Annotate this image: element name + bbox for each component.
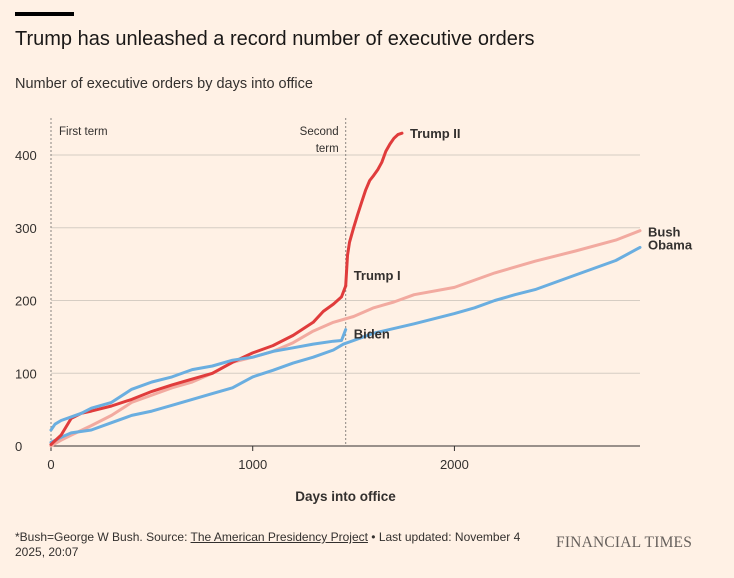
second-term-label-line1: Second <box>300 126 339 138</box>
series-label-trump-i: Trump I <box>354 268 401 283</box>
footnote-prefix: *Bush=George W Bush. Source: <box>15 530 191 544</box>
series-label-biden: Biden <box>354 327 390 342</box>
series-label-bush: Bush <box>648 225 681 240</box>
y-tick-label: 200 <box>15 294 37 309</box>
series-line-trump-ii <box>344 131 404 288</box>
x-tick-label: 0 <box>47 457 54 472</box>
chart-subtitle: Number of executive orders by days into … <box>15 76 313 92</box>
first-term-label: First term <box>59 126 108 138</box>
ft-top-bar <box>15 12 74 16</box>
source-link[interactable]: The American Presidency Project <box>190 530 368 544</box>
chart-title: Trump has unleashed a record number of e… <box>15 28 535 50</box>
series-line-bush <box>49 229 642 448</box>
series-line-obama <box>49 245 642 444</box>
series-label-trump-ii: Trump II <box>410 126 461 141</box>
y-tick-label: 100 <box>15 366 37 381</box>
line-chart: 0 100 200 300 400 0 1000 2000 Days into office Fi… <box>15 118 693 504</box>
footnote: *Bush=George W Bush. Source: The America… <box>15 530 535 560</box>
y-tick-label: 400 <box>15 148 37 163</box>
series-line-biden <box>49 328 348 432</box>
series-label-obama: Obama <box>648 237 693 252</box>
series-line-trump-i <box>49 284 348 446</box>
y-tick-label: 0 <box>15 439 22 454</box>
x-axis-label: Days into office <box>295 489 396 504</box>
y-tick-label: 300 <box>15 221 37 236</box>
footnote-suffix: • Last updated: November 4 2025, 20:07 <box>15 530 521 559</box>
x-tick-label: 2000 <box>440 457 469 472</box>
ft-logo: FINANCIAL TIMES <box>556 534 693 551</box>
second-term-label-line2: term <box>316 143 339 155</box>
x-tick-label: 1000 <box>238 457 267 472</box>
